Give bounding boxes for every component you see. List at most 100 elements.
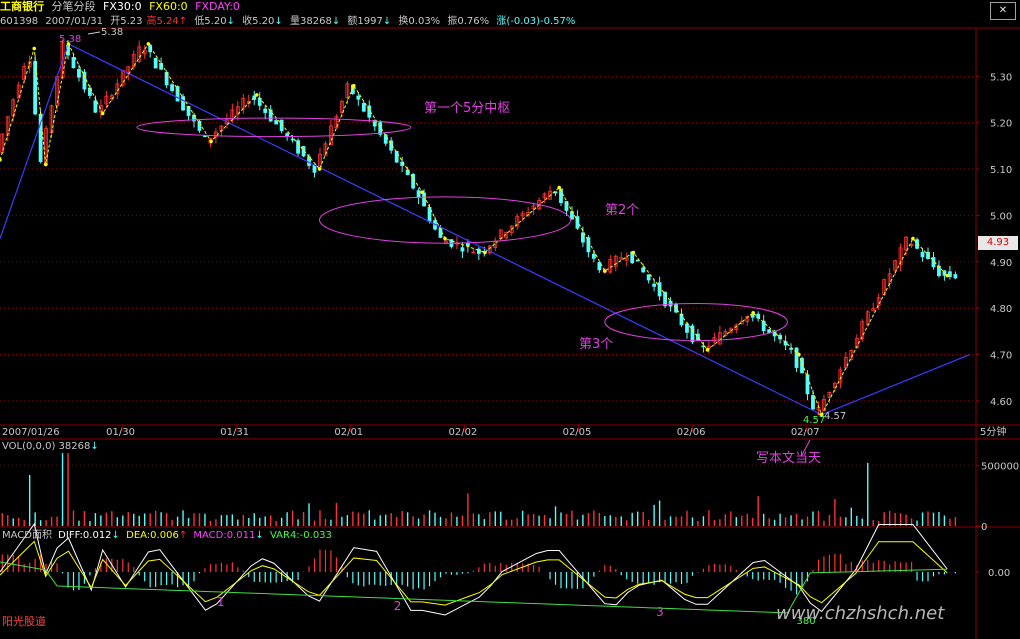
stroke-vertex <box>209 139 213 144</box>
candle-body <box>307 156 311 166</box>
candle-body <box>241 98 246 109</box>
candle-body <box>77 69 81 78</box>
pivot-zone-ellipse <box>319 196 572 244</box>
candle-body <box>761 320 766 332</box>
stroke-vertex <box>797 352 801 357</box>
candle-body <box>257 97 262 106</box>
candle-body <box>581 232 585 243</box>
dea-value: DEA:0.006 <box>126 530 179 541</box>
stroke-vertex <box>911 236 915 241</box>
candle-body <box>345 83 350 99</box>
stroke-vertex <box>945 273 949 278</box>
candle-body <box>750 314 755 318</box>
candle-body <box>756 313 761 319</box>
low-value-label: 4.57 <box>824 411 846 422</box>
down-arrow-icon: ↓ <box>331 16 341 27</box>
candle-body <box>843 356 848 368</box>
low-leader-line <box>817 412 823 418</box>
trend-line-layer <box>0 43 971 416</box>
high-marker-label: 5.38 <box>59 34 81 45</box>
stroke-vertex <box>66 42 71 46</box>
candle-body <box>487 245 492 254</box>
stroke-line <box>0 42 948 416</box>
candle-body <box>827 391 832 398</box>
x-tick-label: 02/05 <box>563 427 592 438</box>
stroke-vertex <box>557 185 561 190</box>
candle-body <box>416 190 421 198</box>
candle-body <box>832 382 837 389</box>
candle-body <box>548 190 552 200</box>
up-arrow-icon: ↑ <box>178 530 188 541</box>
candle-body <box>197 120 202 131</box>
candle-body <box>619 257 624 260</box>
stroke-vertex <box>351 83 356 88</box>
var4-value: VAR4:-0.033 <box>269 530 332 541</box>
candle-body <box>285 133 290 137</box>
candle-body <box>865 311 870 325</box>
down-arrow-icon: ↓ <box>274 16 283 27</box>
stroke-vertex <box>317 167 322 171</box>
candle-body <box>739 320 744 324</box>
pivot-zone-label: 第一个5分中枢 <box>424 101 510 116</box>
close-icon[interactable]: ✕ <box>990 2 1016 20</box>
candle-body <box>953 274 958 279</box>
candle-body <box>339 100 344 113</box>
candle-body <box>175 86 180 102</box>
quote-close: 收5.20 <box>242 16 275 27</box>
macd-area-marker: 2 <box>394 599 402 613</box>
candle-body <box>591 253 596 259</box>
panel-frames <box>0 27 1020 639</box>
quote-amplitude: 振0.76% <box>447 16 490 27</box>
candle-body <box>904 236 908 251</box>
candle-body <box>783 341 788 346</box>
candle-body <box>871 308 876 312</box>
diff-value: DIFF:0.012 <box>58 530 112 541</box>
watermark: www.chzhshch.net <box>776 603 945 624</box>
candle-body <box>822 399 826 411</box>
candle-body <box>98 105 103 113</box>
stroke-vertex <box>751 310 755 315</box>
trend-line <box>68 43 822 416</box>
stroke-vertex <box>443 236 447 241</box>
candle-body <box>663 291 667 307</box>
candle-body <box>88 87 92 96</box>
x-tick-label: 2007/01/26 <box>2 427 60 438</box>
stock-code: 601398 <box>0 16 39 27</box>
period-unit-label: 5分钟 <box>980 425 1006 438</box>
candle-body <box>564 201 569 211</box>
y-tick-label: 5.20 <box>990 119 1012 130</box>
candle-body <box>334 116 339 128</box>
x-tick-label: 02/06 <box>677 427 706 438</box>
candle-body <box>542 193 547 199</box>
up-arrow-icon: ↑ <box>178 16 188 27</box>
diff-line <box>0 522 948 616</box>
stroke-vertex <box>420 190 425 195</box>
volume-layer <box>1 453 957 526</box>
period-label[interactable]: 分笔分段 <box>51 0 96 13</box>
trend-line <box>821 353 971 416</box>
candle-body <box>679 313 684 326</box>
quote-open: 开5.23 <box>110 16 143 27</box>
candle-body <box>515 216 520 227</box>
candle-body <box>767 329 772 333</box>
macd-header: MACD面积 DIFF:0.012↓ DEA:0.006↑ MACD:0.011… <box>2 530 335 542</box>
quote-amount: 额1997 <box>347 16 383 27</box>
low-marker-label: 4.57 <box>803 415 825 426</box>
stroke-vertex <box>603 269 607 273</box>
candle-body <box>263 108 268 113</box>
candle-body <box>422 192 426 207</box>
pivot-zone-label: 第3个 <box>579 337 613 352</box>
y-tick-label: 5.00 <box>990 211 1012 222</box>
candle-body <box>937 265 941 277</box>
candle-body <box>394 151 399 163</box>
candle-body <box>104 95 109 105</box>
trend-line <box>0 43 70 239</box>
volume-tick-label: 500000 <box>981 461 1019 472</box>
stroke-vertex <box>631 250 636 255</box>
y-tick-label: 4.60 <box>990 397 1012 408</box>
quote-low: 低5.20 <box>194 16 227 27</box>
x-tick-label: 02/07 <box>791 427 820 438</box>
candle-body <box>274 120 279 125</box>
chart-header: 工商银行 分笔分段 FX30:0 FX60:0 FXDAY:0 <box>0 0 976 14</box>
quote-high: 高5.24 <box>146 16 179 27</box>
